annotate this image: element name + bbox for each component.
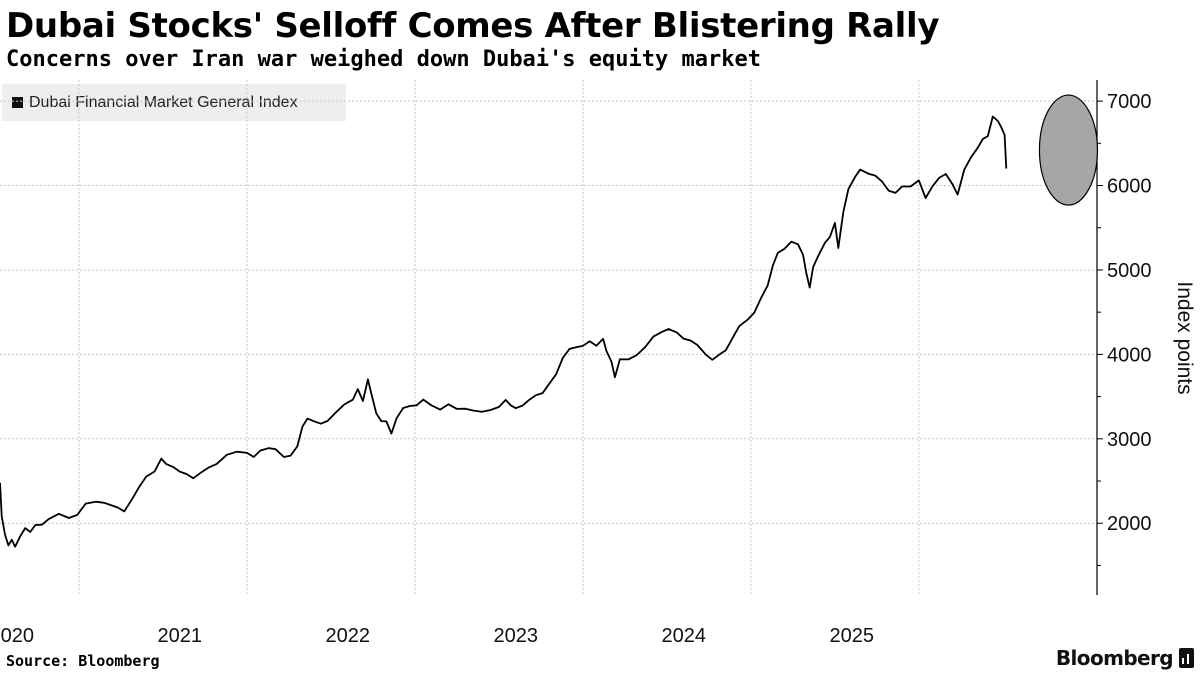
source-note: Source: Bloomberg xyxy=(6,652,160,670)
x-tick-label: 2021 xyxy=(158,625,203,647)
y-tick-label: 3000 xyxy=(1107,429,1152,451)
x-tick-label: 2023 xyxy=(493,625,538,647)
x-tick-label: 2024 xyxy=(661,625,706,647)
bloomberg-chart-icon xyxy=(1179,648,1194,668)
bloomberg-logo: Bloomberg xyxy=(1056,646,1194,670)
chart-title: Dubai Stocks' Selloff Comes After Bliste… xyxy=(6,6,940,46)
y-axis: 2000 3000 4000 5000 6000 7000 xyxy=(1096,80,1152,595)
legend-label: Dubai Financial Market General Index xyxy=(29,93,298,111)
y-tick-label: 7000 xyxy=(1107,91,1152,113)
selloff-highlight-ellipse xyxy=(1038,94,1099,206)
brand-label: Bloomberg xyxy=(1055,646,1174,670)
highlight-layer xyxy=(1038,94,1099,206)
y-tick-label: 2000 xyxy=(1107,513,1152,535)
y-tick-label: 6000 xyxy=(1107,176,1152,198)
chart-subtitle: Concerns over Iran war weighed down Duba… xyxy=(6,47,761,72)
legend: Dubai Financial Market General Index xyxy=(2,84,346,121)
series-layer xyxy=(0,115,1008,548)
y-tick-label: 4000 xyxy=(1107,344,1152,366)
x-tick-label: 2022 xyxy=(325,625,370,647)
y-axis-title: Index points xyxy=(1173,281,1196,395)
x-tick-label: 2025 xyxy=(829,625,874,647)
y-tick-label: 5000 xyxy=(1107,260,1152,282)
index-series-line xyxy=(0,115,1008,548)
grid-lines xyxy=(0,80,1097,595)
legend-swatch-icon xyxy=(12,97,23,108)
